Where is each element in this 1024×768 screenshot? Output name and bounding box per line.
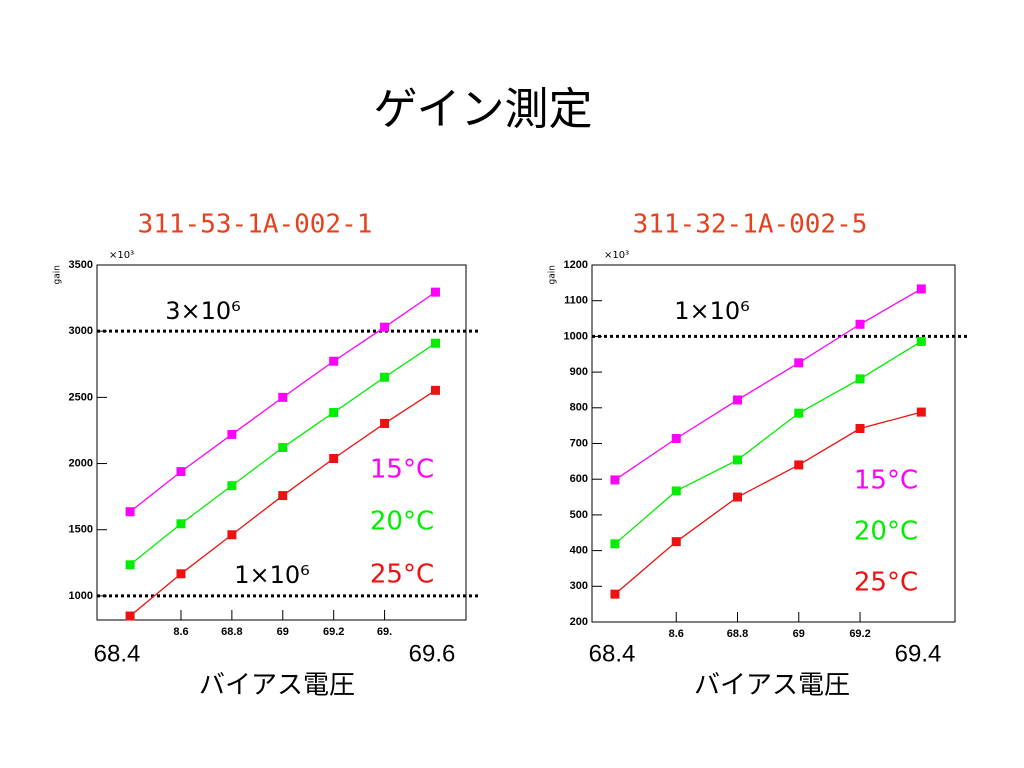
x-tick-label: 69 [793,628,805,640]
data-point [329,407,339,417]
chart-title: 311-53-1A-002-1 [138,210,373,240]
y-tick-label: 200 [570,616,588,628]
data-point [610,475,620,485]
y-tick-label: 800 [570,402,588,414]
data-point [278,392,288,402]
x-axis-label: バイアス電圧 [694,671,850,701]
data-point [855,319,865,329]
legend-label: 25°C [370,560,434,590]
data-point [916,407,926,417]
annotation: 1×10⁶ [674,297,750,325]
data-point [733,395,743,405]
data-point [916,336,926,346]
x-axis-label: バイアス電圧 [199,671,355,701]
data-point [227,530,237,540]
data-point [430,338,440,348]
series-line [614,288,922,481]
legend-label: 25°C [854,568,918,598]
data-point [176,467,186,477]
data-point [733,492,743,502]
y-multiplier: ×10³ [109,250,134,261]
x-tick-label: 69.2 [849,628,870,640]
y-tick-label: 500 [570,509,588,521]
y-tick-label: 1200 [564,259,588,271]
y-multiplier: ×10³ [604,250,629,261]
data-point [430,385,440,395]
data-point [610,589,620,599]
data-point [916,284,926,294]
y-tick-label: 1100 [564,295,588,307]
x-tick-label: 69 [277,626,289,638]
x-end-label: 68.4 [589,640,636,667]
x-end-label: 69.4 [895,640,942,667]
y-tick-label: 1000 [69,590,93,602]
data-point [380,322,390,332]
data-point [227,429,237,439]
chart-title: 311-32-1A-002-5 [633,210,868,240]
y-tick-label: 2500 [69,391,93,403]
data-point [855,374,865,384]
data-point [227,481,237,491]
data-point [671,486,681,496]
x-tick-label: 8.6 [669,628,684,640]
data-point [671,434,681,444]
y-tick-label: 300 [570,580,588,592]
annotation: 1×10⁶ [234,561,310,589]
data-point [125,560,135,570]
x-tick-label: 69. [377,626,392,638]
data-point [794,460,804,470]
data-point [794,358,804,368]
x-tick-label: 8.6 [173,626,188,638]
data-point [671,537,681,547]
y-tick-label: 2000 [69,457,93,469]
data-point [794,408,804,418]
data-point [329,356,339,366]
series-line [614,340,922,545]
slide-title: ゲイン測定 [373,84,592,135]
y-tick-label: 3000 [69,325,93,337]
x-tick-label: 68.8 [221,626,242,638]
annotation: 3×10⁶ [165,297,241,325]
data-point [855,424,865,434]
plot-frame [96,264,467,621]
x-end-label: 69.6 [409,640,456,667]
y-axis-label: gain [548,265,558,284]
series-line [614,411,922,595]
data-point [176,569,186,579]
data-point [430,287,440,297]
legend-label: 15°C [854,466,918,496]
y-tick-label: 1500 [69,524,93,536]
data-point [125,507,135,517]
x-tick-label: 68.8 [727,628,748,640]
data-point [380,418,390,428]
data-point [610,539,620,549]
data-point [380,372,390,382]
y-tick-label: 3500 [69,259,93,271]
data-point [278,443,288,453]
data-point [329,454,339,464]
legend-label: 15°C [370,455,434,485]
y-axis-label: gain [53,265,63,284]
y-tick-label: 700 [570,437,588,449]
y-tick-label: 400 [570,545,588,557]
y-tick-label: 900 [570,366,588,378]
legend-label: 20°C [370,507,434,537]
data-point [125,611,135,621]
x-end-label: 68.4 [94,640,141,667]
data-point [278,491,288,501]
y-tick-label: 1000 [564,330,588,342]
data-point [733,455,743,465]
y-tick-label: 600 [570,473,588,485]
x-tick-label: 69.2 [323,626,344,638]
data-point [176,519,186,529]
legend-label: 20°C [854,517,918,547]
